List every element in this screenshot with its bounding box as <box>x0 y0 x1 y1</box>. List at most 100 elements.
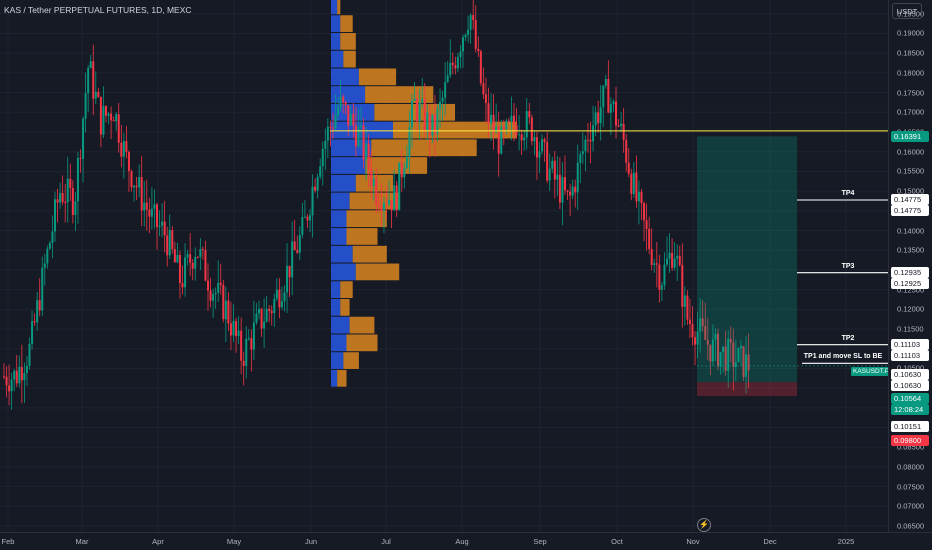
candle-body <box>492 114 495 133</box>
candle-body <box>125 141 128 153</box>
candle-body <box>354 125 357 147</box>
candle-body <box>584 139 587 152</box>
date-label: Dec <box>763 537 777 546</box>
candle-body <box>273 298 276 314</box>
candle-body <box>207 280 209 291</box>
candle-body <box>87 67 90 94</box>
candle-body <box>107 113 110 116</box>
price-tick: 0.11500 <box>897 324 924 334</box>
price-scale[interactable]: 0.19500 0.19000 0.18500 0.18000 0.17500 0.170… <box>888 0 932 532</box>
candle-body <box>127 152 130 172</box>
candle-body <box>10 379 13 392</box>
candle-body <box>428 112 431 136</box>
candle-body <box>627 162 630 174</box>
candle-body <box>556 174 559 180</box>
candle-body <box>701 318 704 327</box>
candle-body <box>326 126 329 141</box>
candle-body <box>321 148 324 167</box>
candle-body <box>171 229 174 250</box>
candle-body <box>433 114 436 134</box>
date-label: Mar <box>75 537 89 546</box>
candle-body <box>283 292 286 302</box>
profile-bar-orange <box>352 245 387 263</box>
date-label: May <box>226 537 242 546</box>
candle-body <box>681 265 684 307</box>
candle-body <box>686 295 689 320</box>
candle-body <box>515 125 518 135</box>
candle-body <box>212 294 215 301</box>
candle-body <box>727 338 730 371</box>
candle-body <box>54 199 56 232</box>
candle-body <box>286 265 289 293</box>
profile-bar-blue <box>331 334 347 352</box>
candle-body <box>413 98 416 101</box>
candle-body <box>130 171 133 188</box>
candle-body <box>120 142 123 157</box>
price-tick: 0.17000 <box>897 107 925 117</box>
candle-body <box>362 125 365 160</box>
candle-body <box>309 215 311 221</box>
candle-body <box>535 137 538 158</box>
candle-body <box>347 104 350 126</box>
candle-body <box>8 385 11 392</box>
price-badge: 0.11103 <box>891 339 929 351</box>
candle-body <box>405 156 408 169</box>
price-tick: 0.17500 <box>897 88 925 98</box>
profile-bar-orange <box>340 15 353 33</box>
profile-bar-blue <box>331 86 366 103</box>
candle-body <box>734 361 737 368</box>
candle-body <box>436 108 439 134</box>
candle-body <box>41 267 44 311</box>
candle-body <box>747 354 750 371</box>
time-axis[interactable]: Feb Mar Apr May Jun Jul Aug Sep Oct Nov Dec 2025 <box>0 532 932 550</box>
currency-button[interactable]: USDT <box>892 3 922 19</box>
date-label: Feb <box>1 537 15 546</box>
candle-body <box>566 190 569 192</box>
candle-body <box>719 352 722 367</box>
chart-area[interactable]: KAS / Tether PERPETUAL FUTURES, 1D, MEXC… <box>0 0 888 532</box>
replay-icon[interactable]: ⚡ <box>697 518 711 532</box>
candle-body <box>423 99 426 131</box>
candle-body <box>51 231 54 243</box>
candle-body <box>15 370 18 384</box>
candle-body <box>711 339 714 362</box>
price-badge: 0.10630 <box>891 368 929 380</box>
candle-body <box>76 157 79 202</box>
candle-body <box>74 201 77 215</box>
profile-bar-orange <box>365 157 428 174</box>
candle-body <box>184 257 187 288</box>
candle-body <box>502 126 505 130</box>
candle-body <box>122 141 125 157</box>
candle-body <box>495 126 498 133</box>
candle-body <box>637 191 640 202</box>
date-label: Aug <box>455 537 469 546</box>
candle-body <box>301 217 304 235</box>
candle-body <box>510 115 513 122</box>
price-badge: 0.14775 <box>891 205 929 217</box>
candle-body <box>625 139 628 163</box>
price-badge: 0.09800 <box>891 434 929 446</box>
candle-body <box>416 98 419 122</box>
candle-body <box>291 241 294 278</box>
price-tick: 0.18000 <box>897 68 925 78</box>
candle-body <box>472 15 475 21</box>
candle-body <box>607 78 610 113</box>
candle-body <box>143 202 146 211</box>
price-chart[interactable] <box>0 0 888 532</box>
candle-body <box>658 264 661 290</box>
candle-body <box>48 242 51 249</box>
candle-body <box>140 177 143 211</box>
candle-body <box>235 321 238 337</box>
candle-body <box>324 140 327 149</box>
candle-body <box>61 193 64 202</box>
candle-body <box>653 263 656 265</box>
candle-body <box>704 326 707 340</box>
candle-body <box>464 34 467 38</box>
candle-body <box>252 322 255 350</box>
candle-body <box>604 78 607 86</box>
candle-body <box>518 134 521 136</box>
candle-body <box>477 48 480 52</box>
stop-zone <box>697 382 797 397</box>
candle-body <box>117 114 120 143</box>
candle-body <box>94 91 97 99</box>
